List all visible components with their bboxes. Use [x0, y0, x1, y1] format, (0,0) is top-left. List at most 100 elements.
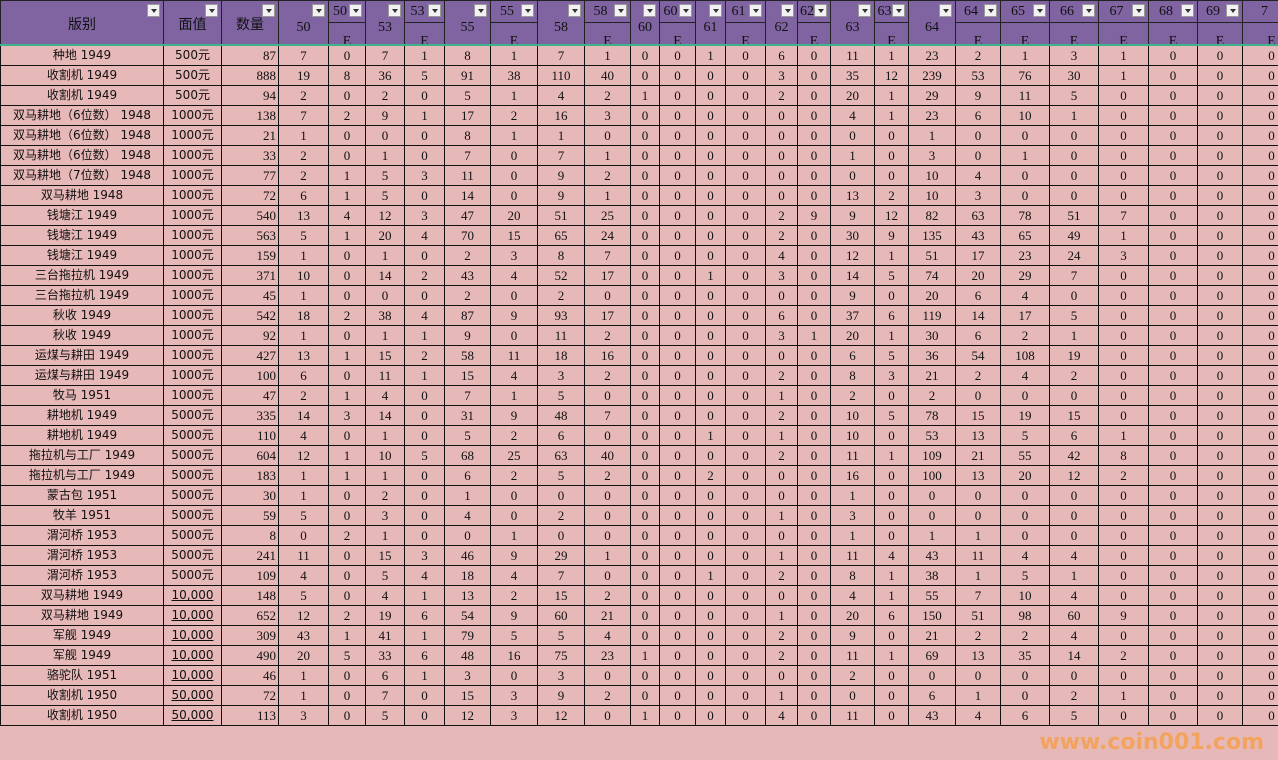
cell-count[interactable]: 1 [404, 105, 445, 126]
cell-count[interactable]: 0 [1148, 625, 1198, 646]
cell-count[interactable]: 0 [659, 445, 696, 466]
cell-count[interactable]: 0 [955, 505, 1001, 526]
cell-count[interactable]: 0 [1197, 125, 1243, 146]
cell-count[interactable]: 5 [365, 565, 405, 586]
cell-quantity[interactable]: 183 [221, 465, 279, 486]
cell-count[interactable]: 0 [765, 165, 798, 186]
cell-count[interactable]: 1 [695, 565, 726, 586]
cell-count[interactable]: 2 [490, 425, 538, 446]
cell-count[interactable]: 10 [278, 265, 329, 286]
cell-count[interactable]: 0 [695, 345, 726, 366]
filter-dropdown-icon[interactable] [262, 4, 275, 17]
cell-variety[interactable]: 三台拖拉机 1949 [0, 285, 164, 306]
cell-count[interactable]: 43 [444, 265, 491, 286]
cell-count[interactable]: 0 [1049, 485, 1099, 506]
cell-variety[interactable]: 耕地机 1949 [0, 405, 164, 426]
cell-count[interactable]: 0 [1242, 645, 1278, 666]
cell-count[interactable]: 6 [955, 285, 1001, 306]
cell-count[interactable]: 1 [365, 145, 405, 166]
cell-count[interactable]: 0 [725, 305, 766, 326]
cell-count[interactable]: 4 [444, 505, 491, 526]
cell-count[interactable]: 3 [874, 365, 909, 386]
cell-count[interactable]: 15 [490, 225, 538, 246]
cell-count[interactable]: 0 [1049, 125, 1099, 146]
cell-count[interactable]: 2 [874, 185, 909, 206]
cell-count[interactable]: 0 [830, 125, 875, 146]
cell-face-value[interactable]: 5000元 [163, 565, 222, 586]
cell-count[interactable]: 11 [444, 165, 491, 186]
cell-variety[interactable]: 收割机 1950 [0, 705, 164, 726]
cell-count[interactable]: 1 [765, 605, 798, 626]
cell-count[interactable]: 0 [278, 525, 329, 546]
cell-count[interactable]: 0 [797, 365, 831, 386]
cell-variety[interactable]: 双马耕地（7位数） 1948 [0, 165, 164, 186]
cell-count[interactable]: 2 [1049, 685, 1099, 706]
cell-count[interactable]: 0 [328, 325, 366, 346]
cell-count[interactable]: 0 [630, 245, 660, 266]
cell-count[interactable]: 0 [659, 305, 696, 326]
cell-count[interactable]: 42 [1049, 445, 1099, 466]
cell-count[interactable]: 0 [1049, 165, 1099, 186]
cell-count[interactable]: 0 [1148, 385, 1198, 406]
cell-count[interactable]: 9 [537, 185, 585, 206]
cell-count[interactable]: 82 [908, 205, 956, 226]
cell-count[interactable]: 4 [765, 245, 798, 266]
cell-count[interactable]: 1 [328, 445, 366, 466]
cell-count[interactable]: 0 [630, 505, 660, 526]
cell-count[interactable]: 4 [490, 265, 538, 286]
cell-count[interactable]: 0 [797, 85, 831, 106]
cell-count[interactable]: 0 [765, 145, 798, 166]
cell-count[interactable]: 0 [630, 385, 660, 406]
filter-dropdown-icon[interactable] [428, 4, 441, 17]
cell-count[interactable]: 0 [725, 525, 766, 546]
cell-count[interactable]: 35 [830, 65, 875, 86]
cell-count[interactable]: 1 [365, 245, 405, 266]
cell-count[interactable]: 0 [725, 465, 766, 486]
cell-count[interactable]: 0 [1242, 485, 1278, 506]
cell-count[interactable]: 4 [328, 205, 366, 226]
cell-count[interactable]: 2 [490, 465, 538, 486]
cell-count[interactable]: 0 [797, 405, 831, 426]
cell-count[interactable]: 4 [365, 385, 405, 406]
cell-count[interactable]: 1 [404, 365, 445, 386]
cell-count[interactable]: 1 [874, 565, 909, 586]
cell-count[interactable]: 7 [955, 585, 1001, 606]
cell-count[interactable]: 0 [695, 185, 726, 206]
cell-count[interactable]: 0 [695, 505, 726, 526]
cell-count[interactable]: 19 [1049, 345, 1099, 366]
cell-count[interactable]: 1 [278, 245, 329, 266]
cell-count[interactable]: 9 [490, 545, 538, 566]
cell-count[interactable]: 2 [278, 85, 329, 106]
cell-count[interactable]: 0 [630, 585, 660, 606]
cell-count[interactable]: 1 [874, 245, 909, 266]
cell-variety[interactable]: 军舰 1949 [0, 645, 164, 666]
cell-count[interactable]: 1 [278, 685, 329, 706]
cell-face-value[interactable]: 1000元 [163, 305, 222, 326]
cell-count[interactable]: 17 [584, 265, 631, 286]
cell-quantity[interactable]: 33 [221, 145, 279, 166]
cell-count[interactable]: 1 [765, 425, 798, 446]
cell-count[interactable]: 0 [1148, 605, 1198, 626]
cell-quantity[interactable]: 100 [221, 365, 279, 386]
cell-count[interactable]: 46 [444, 545, 491, 566]
cell-count[interactable]: 0 [404, 505, 445, 526]
cell-face-value[interactable]: 5000元 [163, 465, 222, 486]
cell-count[interactable]: 5 [278, 585, 329, 606]
cell-count[interactable]: 2 [955, 365, 1001, 386]
cell-count[interactable]: 2 [765, 565, 798, 586]
cell-count[interactable]: 0 [630, 365, 660, 386]
cell-count[interactable]: 1 [490, 44, 538, 66]
cell-count[interactable]: 15 [1049, 405, 1099, 426]
cell-count[interactable]: 1 [1098, 685, 1149, 706]
cell-count[interactable]: 0 [1242, 225, 1278, 246]
cell-count[interactable]: 2 [584, 325, 631, 346]
cell-count[interactable]: 0 [725, 265, 766, 286]
cell-count[interactable]: 7 [1049, 265, 1099, 286]
cell-count[interactable]: 0 [765, 185, 798, 206]
cell-count[interactable]: 1 [874, 645, 909, 666]
cell-count[interactable]: 0 [404, 685, 445, 706]
cell-count[interactable]: 5 [404, 445, 445, 466]
cell-count[interactable]: 48 [537, 405, 585, 426]
cell-count[interactable]: 0 [1098, 625, 1149, 646]
cell-count[interactable]: 0 [659, 185, 696, 206]
